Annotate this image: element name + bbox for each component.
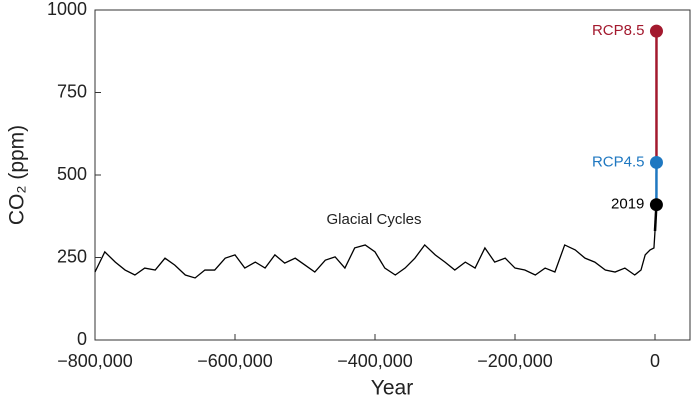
scenario-marker <box>649 155 663 169</box>
x-tick-label: −200,000 <box>477 351 553 371</box>
x-tick-label: −800,000 <box>57 351 133 371</box>
scenario-label: RCP4.5 <box>592 153 645 170</box>
y-axis-label: CO₂ (ppm) <box>6 125 29 225</box>
y-tick-label: 0 <box>77 329 87 349</box>
scenario-label: 2019 <box>611 196 644 213</box>
x-tick-label: −400,000 <box>337 351 413 371</box>
scenario-label: RCP8.5 <box>592 22 645 39</box>
y-tick-label: 750 <box>57 81 87 101</box>
series-line <box>94 231 656 279</box>
series-label: Glacial Cycles <box>326 211 421 228</box>
x-axis-label: Year <box>371 377 413 400</box>
x-tick-label: −600,000 <box>197 351 273 371</box>
scenario-marker <box>649 24 663 38</box>
scenario-marker <box>649 198 663 212</box>
x-tick-label: 0 <box>650 351 660 371</box>
y-tick-label: 1000 <box>47 0 87 19</box>
y-tick-label: 500 <box>57 164 87 184</box>
plot-frame <box>94 9 691 341</box>
y-tick-label: 250 <box>57 246 87 266</box>
